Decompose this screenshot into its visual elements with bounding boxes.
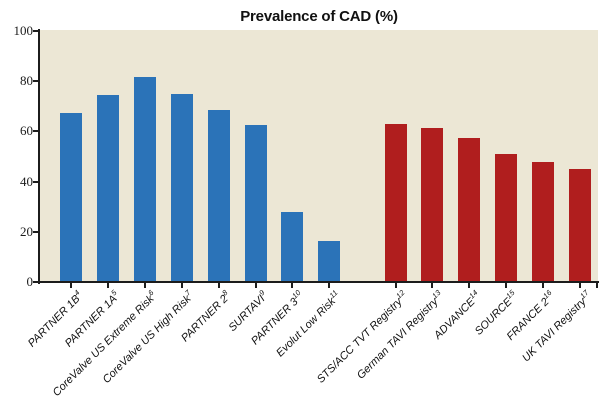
x-axis-line: [38, 281, 599, 283]
bar-source: [495, 154, 517, 282]
y-axis-line: [38, 29, 40, 284]
y-axis-tick-label: 80: [20, 73, 33, 88]
x-axis-tick: [579, 283, 581, 288]
y-axis-tick: [33, 130, 38, 132]
x-axis-tick: [395, 283, 397, 288]
bar-partner-3: [281, 212, 303, 282]
bar-corevalve-us-high-risk: [171, 94, 193, 282]
chart-title: Prevalence of CAD (%): [240, 8, 398, 25]
bar-german-tavi-registry: [421, 128, 443, 282]
bar-surtavi: [245, 125, 267, 282]
x-axis-tick: [218, 283, 220, 288]
y-axis-tick: [33, 30, 38, 32]
x-axis-label-text: UK TAVI Registry: [520, 295, 589, 365]
x-axis-end-tick: [596, 283, 598, 288]
x-axis-tick: [542, 283, 544, 288]
y-axis-tick: [33, 231, 38, 233]
bar-france-2: [532, 162, 554, 282]
bar-partner-1a: [97, 95, 119, 282]
bar-advance: [458, 138, 480, 282]
y-axis-tick: [33, 80, 38, 82]
x-axis-tick: [431, 283, 433, 288]
bar-partner-2: [208, 110, 230, 282]
x-axis-tick: [328, 283, 330, 288]
x-axis-tick: [144, 283, 146, 288]
bar-uk-tavi-registry: [569, 169, 591, 282]
y-axis-tick-label: 20: [20, 224, 33, 239]
x-axis-tick: [255, 283, 257, 288]
y-axis-tick-label: 0: [26, 274, 34, 289]
y-axis-tick: [33, 181, 38, 183]
x-axis-tick: [70, 283, 72, 288]
y-axis-tick: [33, 281, 38, 283]
y-axis-tick-label: 60: [20, 123, 33, 138]
x-axis-tick: [291, 283, 293, 288]
x-axis-tick: [181, 283, 183, 288]
x-axis-tick: [107, 283, 109, 288]
bar-corevalve-us-extreme-risk: [134, 77, 156, 282]
bar-partner-1b: [60, 113, 82, 282]
x-axis-tick: [505, 283, 507, 288]
y-axis-tick-label: 40: [20, 174, 33, 189]
y-axis-tick-label: 100: [13, 23, 34, 38]
bar-evolut-low-risk: [318, 241, 340, 282]
x-axis-tick: [468, 283, 470, 288]
bar-sts-acc-tvt-registry: [385, 124, 407, 282]
